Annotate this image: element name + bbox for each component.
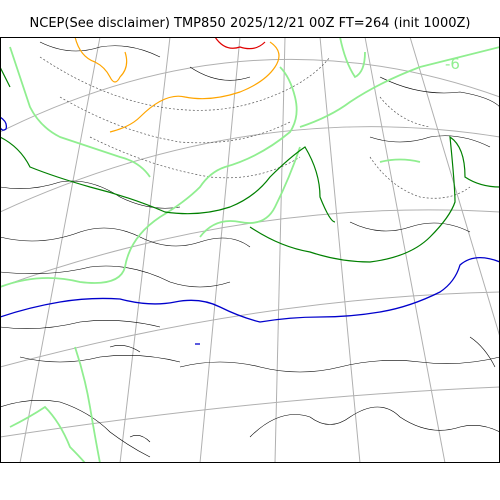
isotherms-dark-green [0, 66, 500, 263]
coastline [379, 76, 500, 108]
meridian-line [319, 37, 361, 463]
isotherms-orange [74, 37, 280, 133]
coastline [0, 180, 181, 209]
isotherm-dotted [39, 56, 331, 111]
coastline [0, 400, 151, 458]
isotherm-orange [109, 41, 280, 133]
latitude-lines [0, 58, 500, 438]
coastline [249, 406, 500, 438]
isotherm-dotted [379, 96, 431, 128]
meridian-line [274, 37, 286, 463]
coastline [0, 320, 161, 329]
map-border [0, 37, 500, 463]
isotherm-light-green [9, 405, 86, 463]
isotherm-red [214, 37, 266, 50]
coastline [129, 435, 151, 443]
isotherm-dark-green [249, 135, 500, 263]
isotherms-dotted [39, 56, 471, 199]
isotherm-dotted [59, 96, 291, 144]
meridian-line [409, 37, 500, 338]
meridian-line [119, 37, 171, 463]
chart-title: NCEP(See disclaimer) TMP850 2025/12/21 0… [29, 16, 471, 31]
isotherm-dotted [369, 156, 471, 199]
isotherm-light-green [299, 46, 500, 128]
isotherm-blue [0, 257, 500, 323]
isotherm-light-green [379, 158, 421, 163]
coastline [0, 265, 231, 288]
latitude-line [0, 126, 500, 213]
isotherm-dark-green [0, 136, 336, 223]
coastline [189, 66, 251, 81]
meridian-line [19, 37, 101, 463]
coastlines [0, 41, 500, 458]
isotherm-light-green [199, 146, 301, 238]
coastline [469, 336, 496, 368]
latitude-line [0, 58, 500, 133]
coastline [179, 356, 500, 373]
coastline [39, 41, 161, 58]
isotherm-blue-small [0, 116, 8, 131]
coastline [19, 355, 181, 363]
isotherms-light-green [0, 37, 500, 463]
isotherm-light-green [339, 37, 366, 79]
coastline [0, 227, 251, 248]
coastline [369, 135, 491, 148]
meridian-line [199, 37, 241, 463]
isotherm-dotted [89, 136, 301, 179]
map-canvas: -6 [0, 37, 500, 463]
meridian-line [364, 37, 446, 463]
contour-label: -6 [445, 55, 460, 73]
isotherm-light-green [9, 46, 151, 178]
isotherm-light-green [0, 66, 298, 288]
meridian-lines [19, 37, 500, 463]
latitude-line [0, 209, 500, 288]
coastline [109, 345, 141, 353]
latitude-line [0, 386, 500, 438]
isotherm-dark-green [0, 66, 11, 88]
weather-map: -6 [0, 37, 500, 463]
isotherm-light-green [74, 346, 101, 463]
isotherm-orange [74, 37, 128, 83]
coastline [349, 221, 471, 233]
